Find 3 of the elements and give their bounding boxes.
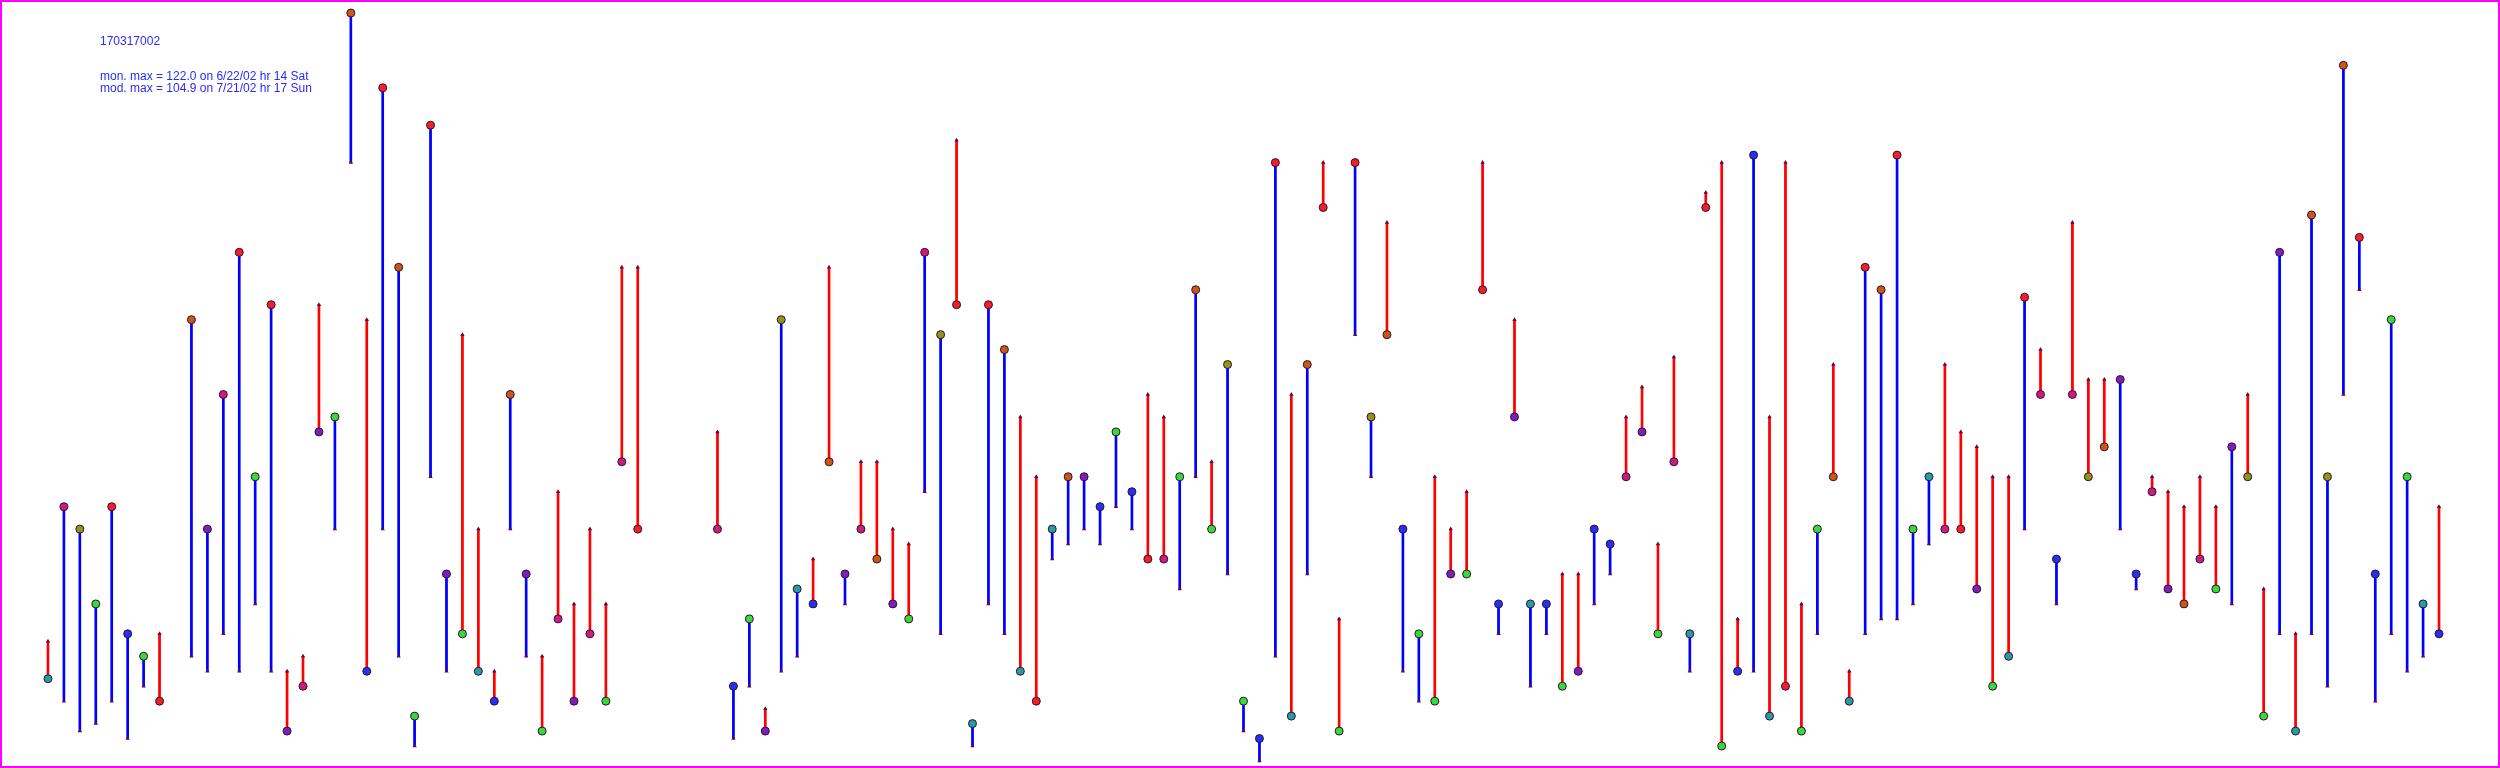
text: 170317002	[100, 34, 161, 48]
annotation: mon. max = 122.0 on 6/22/02 hr 14 Sat	[100, 69, 310, 83]
annotation: mod. max = 104.9 on 7/21/02 hr 17 Sun	[100, 81, 312, 95]
